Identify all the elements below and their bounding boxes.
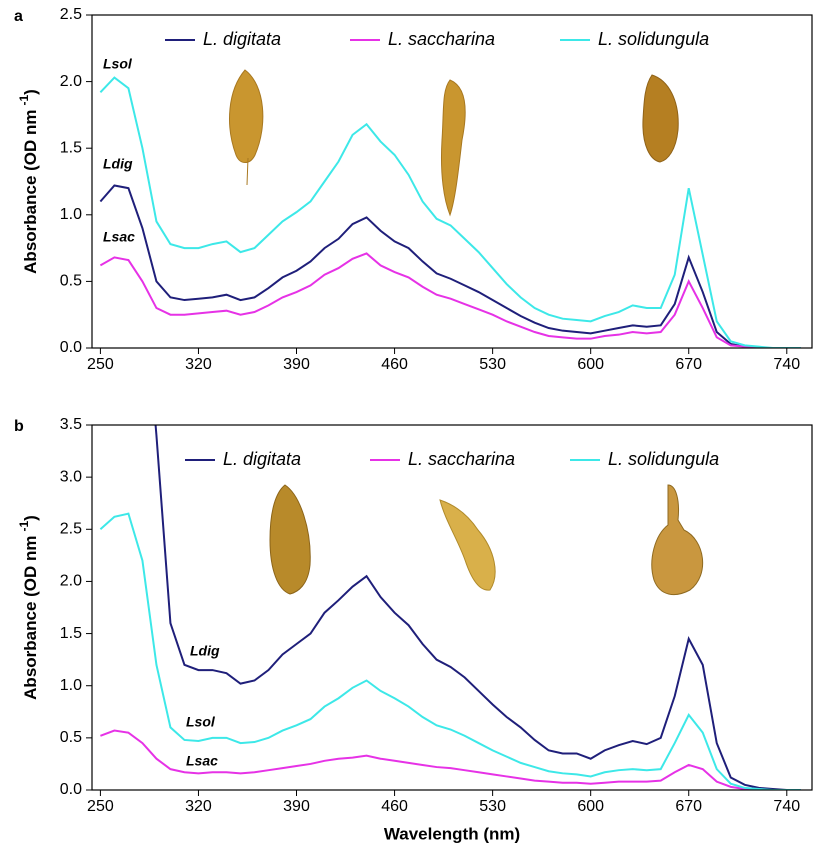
y-axis-label-part: ) (21, 515, 40, 521)
x-tick-label: 740 (773, 798, 800, 815)
y-tick-label: 1.0 (60, 677, 82, 694)
y-tick-label: 2.0 (60, 73, 82, 90)
series-line (100, 729, 801, 790)
y-tick-label: 1.5 (60, 139, 82, 156)
y-tick-label: 0.0 (60, 339, 82, 356)
curve-annotation: Lsol (186, 714, 216, 730)
x-tick-label: 530 (479, 798, 506, 815)
y-tick-label: 2.0 (60, 573, 82, 590)
x-axis-label: Wavelength (nm) (384, 824, 520, 843)
y-tick-label: 3.5 (60, 416, 82, 433)
x-tick-label: 740 (773, 356, 800, 373)
y-axis-label-part: Absorbance (OD nm (21, 109, 40, 273)
x-tick-label: 250 (87, 356, 114, 373)
y-tick-label: 2.5 (60, 6, 82, 23)
y-axis-label: Absorbance (OD nm -1) (17, 89, 40, 274)
y-axis-label-part: Absorbance (OD nm (21, 535, 40, 699)
leaf-image (269, 484, 311, 595)
y-tick-label: 1.5 (60, 625, 82, 642)
x-tick-label: 390 (283, 798, 310, 815)
y-axis-label-part: -1 (17, 520, 31, 531)
x-tick-label: 530 (479, 356, 506, 373)
y-tick-label: 0.0 (60, 781, 82, 798)
curve-annotation: Lsac (103, 229, 135, 245)
leaf-images (229, 69, 704, 596)
y-tick-label: 0.5 (60, 273, 82, 290)
y-axis-label: Absorbance (OD nm -1) (17, 515, 40, 700)
y-tick-label: 1.0 (60, 206, 82, 223)
leaf-image (229, 69, 264, 186)
legend-label: L. solidungula (608, 449, 719, 469)
legend-label: L. solidungula (598, 29, 709, 49)
series-line (99, 252, 801, 348)
series-line (99, 76, 801, 348)
curve-annotation: Ldig (190, 643, 220, 659)
curve-annotation: Lsol (103, 56, 133, 72)
x-tick-label: 250 (87, 798, 114, 815)
panel-label: a (14, 8, 23, 25)
legend-label: L. saccharina (388, 29, 495, 49)
leaf-image (439, 499, 496, 591)
y-tick-label: 2.5 (60, 521, 82, 538)
leaf-image (642, 74, 679, 163)
y-tick-label: 0.5 (60, 729, 82, 746)
legend-label: L. digitata (223, 449, 301, 469)
x-tick-label: 600 (577, 798, 604, 815)
panel-label: b (14, 418, 24, 435)
series-line (99, 512, 801, 790)
legend-label: L. saccharina (408, 449, 515, 469)
y-axis-label-part: -1 (17, 94, 31, 105)
plot-frame (91, 14, 813, 349)
x-tick-label: 600 (577, 356, 604, 373)
curve-annotation: Ldig (103, 156, 133, 172)
plot-frame (91, 424, 813, 791)
y-tick-label: 3.0 (60, 468, 82, 485)
series-line (99, 184, 801, 348)
x-tick-label: 320 (185, 798, 212, 815)
x-tick-label: 390 (283, 356, 310, 373)
x-tick-label: 670 (675, 798, 702, 815)
leaf-image (441, 79, 466, 217)
x-tick-label: 460 (381, 356, 408, 373)
y-axis-label-part: ) (21, 89, 40, 95)
curve-annotation: Lsac (186, 753, 218, 769)
leaf-image (651, 484, 704, 596)
x-tick-label: 670 (675, 356, 702, 373)
legend-label: L. digitata (203, 29, 281, 49)
x-tick-label: 320 (185, 356, 212, 373)
x-tick-label: 460 (381, 798, 408, 815)
series-line (154, 425, 801, 790)
